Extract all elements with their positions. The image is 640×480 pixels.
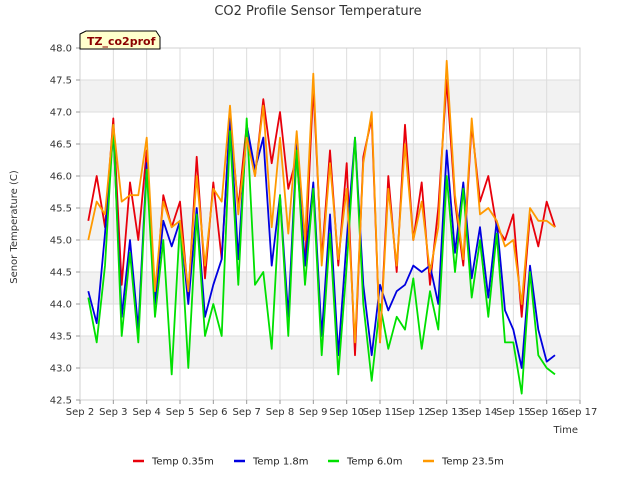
x-axis-label: Time xyxy=(553,425,578,436)
chart-title: CO2 Profile Sensor Temperature xyxy=(214,4,421,19)
x-tick-label: Sep 6 xyxy=(199,407,227,418)
x-tick-label: Sep 15 xyxy=(496,407,531,418)
x-tick-label: Sep 2 xyxy=(66,407,94,418)
site-badge-box xyxy=(79,30,161,50)
x-tick-label: Sep 5 xyxy=(166,407,194,418)
x-tick-label: Sep 10 xyxy=(329,407,364,418)
y-tick-label: 45.5 xyxy=(50,204,72,215)
x-tick-label: Sep 4 xyxy=(132,407,160,418)
y-tick-label: 46.0 xyxy=(50,172,72,183)
legend-label: Temp 0.35m xyxy=(151,457,214,468)
y-tick-label: 47.5 xyxy=(50,76,72,87)
background-band xyxy=(80,80,580,112)
legend-label: Temp 6.0m xyxy=(346,457,402,468)
background-bands xyxy=(80,80,580,368)
x-tick-label: Sep 11 xyxy=(363,407,398,418)
series-layer xyxy=(87,59,556,395)
y-tick-label: 47.0 xyxy=(50,108,72,119)
y-axis-label: Senor Temperature (C) xyxy=(9,170,20,284)
y-tick-label: 43.0 xyxy=(50,364,72,375)
legend-label: Temp 23.5m xyxy=(441,457,504,468)
x-tick-label: Sep 3 xyxy=(99,407,127,418)
x-tick-label: Sep 7 xyxy=(232,407,260,418)
legend-label: Temp 1.8m xyxy=(252,457,308,468)
y-tick-label: 46.5 xyxy=(50,140,72,151)
y-tick-label: 42.5 xyxy=(50,396,72,407)
plot-area-border xyxy=(79,47,581,401)
background-band xyxy=(80,336,580,368)
x-tick-label: Sep 13 xyxy=(429,407,464,418)
y-tick-label: 44.5 xyxy=(50,268,72,279)
y-tick-label: 45.0 xyxy=(50,236,72,247)
x-tick-label: Sep 12 xyxy=(396,407,431,418)
y-tick-label: 44.0 xyxy=(50,300,72,311)
y-tick-label: 43.5 xyxy=(50,332,72,343)
series-line-temp-1-8m xyxy=(87,117,556,369)
background-band xyxy=(80,272,580,304)
x-tick-label: Sep 16 xyxy=(529,407,564,418)
y-axis-ticks: 42.5 43.0 43.5 44.0 44.5 45.0 45.5 46.0 46.5 47.0… xyxy=(50,44,80,407)
x-tick-label: Sep 8 xyxy=(266,407,294,418)
site-badge: TZ_co2prof xyxy=(79,30,161,50)
x-axis-ticks: Sep 2 Sep 3 Sep 4 Sep 5 Sep 6 Sep 7 Sep 8 Sep 9… xyxy=(66,400,598,418)
series-line-temp-23-5m xyxy=(87,59,556,344)
y-tick-label: 48.0 xyxy=(50,44,72,55)
site-badge-label: TZ_co2prof xyxy=(87,35,156,48)
x-tick-label: Sep 9 xyxy=(299,407,327,418)
legend: Temp 0.35m Temp 1.8m Temp 6.0m Temp 23.5m xyxy=(133,457,504,468)
series-line-temp-6-0m xyxy=(87,117,556,395)
x-tick-label: Sep 14 xyxy=(463,407,498,418)
x-tick-label: Sep 17 xyxy=(563,407,598,418)
